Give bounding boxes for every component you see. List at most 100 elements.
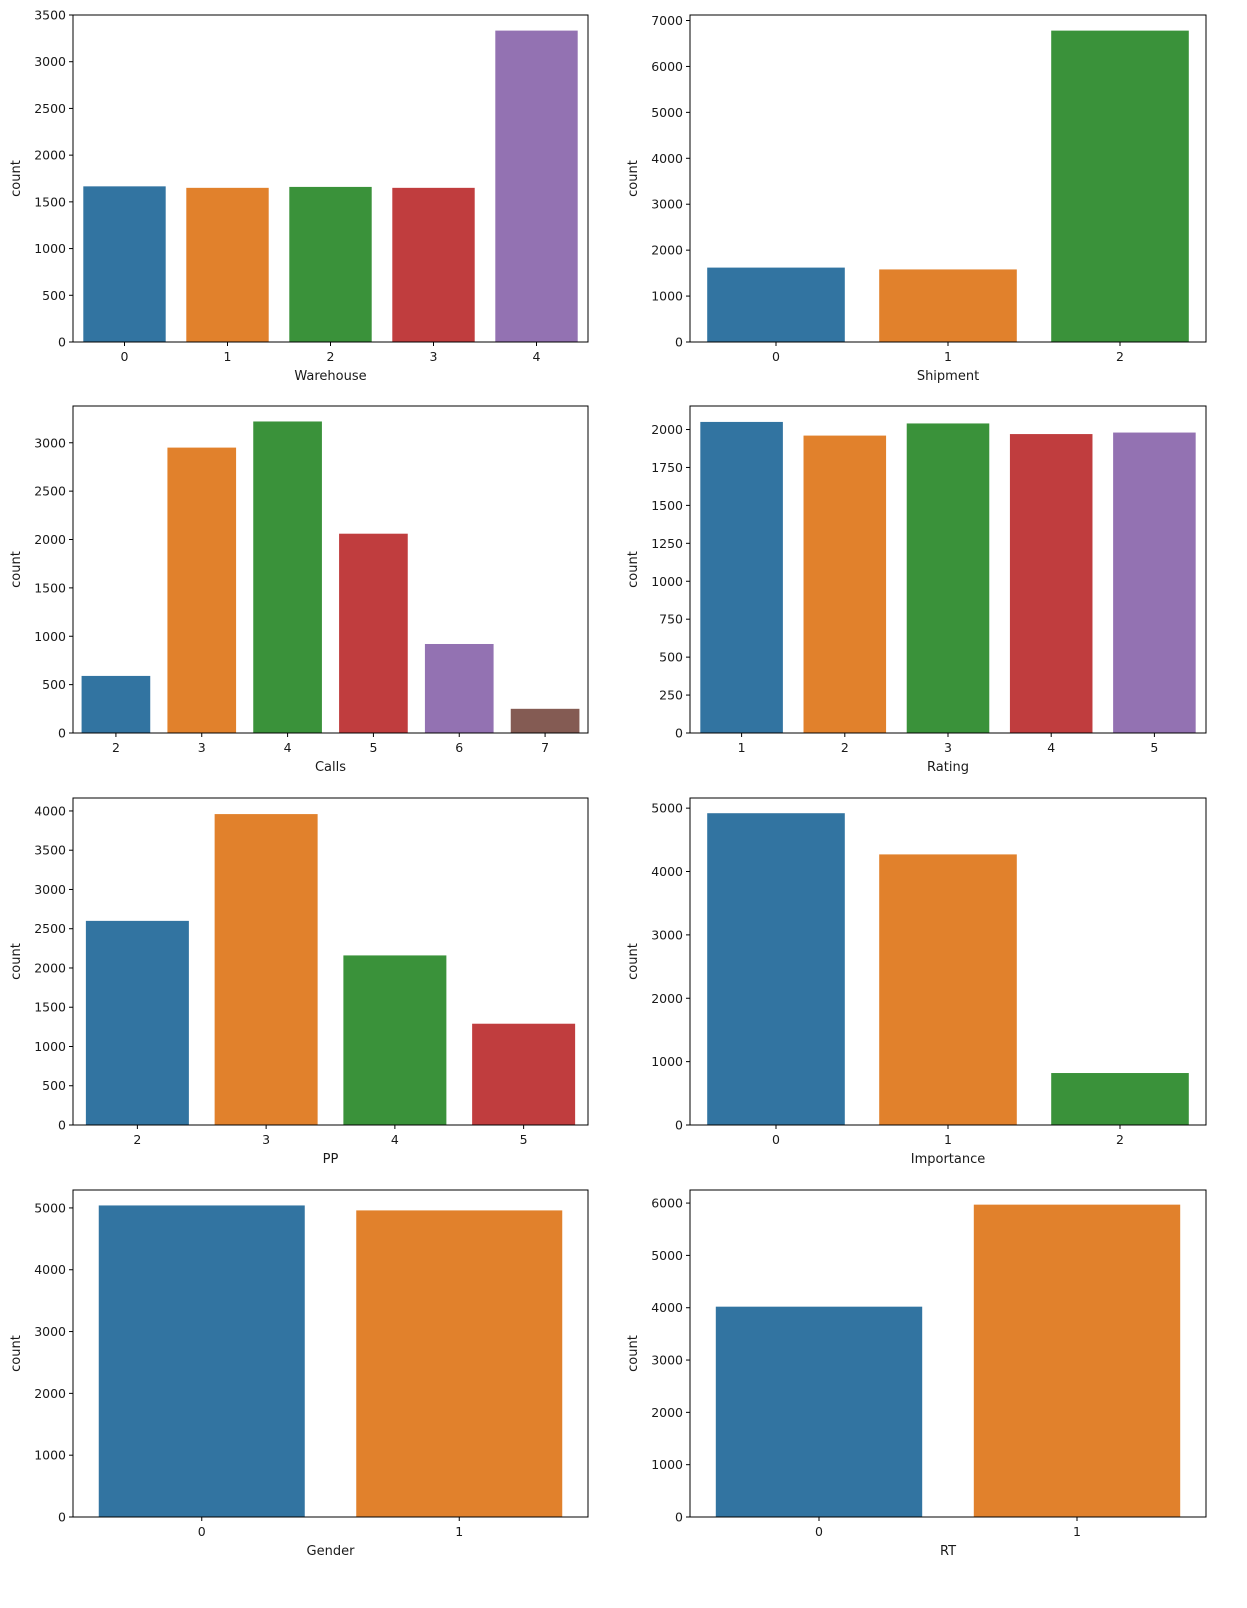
y-tick-label: 500 bbox=[42, 677, 66, 692]
axes-frame bbox=[689, 1189, 1207, 1518]
y-axis-label: count bbox=[9, 160, 24, 197]
y-tick-label: 2000 bbox=[651, 243, 683, 258]
y-tick-label: 1500 bbox=[34, 580, 66, 595]
subplot-warehouse: 0 500 1000 1500 2000 2500 3000 3500 0 1 2 3 4 Warehou… bbox=[9, 8, 589, 384]
y-tick-label: 2500 bbox=[34, 484, 66, 499]
y-tick-label: 2000 bbox=[34, 960, 66, 975]
y-tick-label: 5000 bbox=[651, 105, 683, 120]
y-tick-label: 0 bbox=[58, 726, 66, 741]
y-tick-label: 500 bbox=[42, 288, 66, 303]
bar-rating-4 bbox=[1009, 434, 1093, 733]
subplot-rt: 0 1000 2000 3000 4000 5000 6000 0 1 RT count bbox=[626, 1189, 1207, 1559]
x-tick-label: 0 bbox=[772, 349, 780, 364]
x-tick-label: 2 bbox=[133, 1132, 141, 1147]
x-tick-label: 1 bbox=[944, 1132, 952, 1147]
y-tick-label: 0 bbox=[58, 1510, 66, 1525]
bar-calls-2 bbox=[81, 675, 151, 733]
y-axis-label: count bbox=[9, 551, 24, 588]
y-tick-label: 3000 bbox=[34, 54, 66, 69]
x-tick-label: 1 bbox=[944, 349, 952, 364]
bar-rt-0 bbox=[715, 1306, 923, 1517]
y-tick-label: 2500 bbox=[34, 101, 66, 116]
y-tick-label: 1000 bbox=[34, 241, 66, 256]
y-tick-label: 3000 bbox=[651, 1353, 683, 1368]
x-axis-label: PP bbox=[323, 1152, 339, 1167]
y-axis-label: count bbox=[626, 1335, 641, 1372]
x-tick-label: 4 bbox=[284, 740, 292, 755]
x-tick-label: 5 bbox=[520, 1132, 528, 1147]
y-tick-label: 5000 bbox=[651, 1248, 683, 1263]
y-tick-label: 2000 bbox=[651, 422, 683, 437]
y-tick-label: 1000 bbox=[34, 1039, 66, 1054]
y-tick-label: 1500 bbox=[651, 498, 683, 513]
x-axis-label: Importance bbox=[911, 1152, 986, 1167]
y-tick-label: 1000 bbox=[34, 629, 66, 644]
x-tick-label: 0 bbox=[198, 1524, 206, 1539]
y-tick-label: 0 bbox=[675, 1510, 683, 1525]
bar-importance-0 bbox=[707, 813, 845, 1125]
subplot-shipment: 0 1000 2000 3000 4000 5000 6000 7000 0 1 2 Shipment… bbox=[626, 13, 1207, 384]
x-tick-label: 0 bbox=[815, 1524, 823, 1539]
y-tick-label: 3000 bbox=[34, 882, 66, 897]
y-tick-label: 2000 bbox=[34, 1386, 66, 1401]
x-tick-label: 2 bbox=[112, 740, 120, 755]
x-axis-label: Calls bbox=[315, 760, 346, 775]
x-tick-label: 0 bbox=[121, 349, 129, 364]
bar-calls-7 bbox=[510, 708, 580, 733]
y-tick-label: 1250 bbox=[651, 536, 683, 551]
x-axis-label: Gender bbox=[307, 1544, 356, 1559]
y-tick-label: 0 bbox=[58, 335, 66, 350]
y-tick-label: 4000 bbox=[651, 151, 683, 166]
y-tick-label: 3000 bbox=[34, 1324, 66, 1339]
x-tick-label: 3 bbox=[430, 349, 438, 364]
x-tick-label: 2 bbox=[1116, 349, 1124, 364]
bar-warehouse-4 bbox=[495, 30, 578, 342]
x-tick-label: 0 bbox=[772, 1132, 780, 1147]
y-axis-label: count bbox=[9, 1335, 24, 1372]
y-tick-label: 0 bbox=[675, 726, 683, 741]
y-tick-label: 0 bbox=[675, 335, 683, 350]
y-tick-label: 3500 bbox=[34, 8, 66, 23]
axes-frame bbox=[72, 797, 589, 1126]
bar-pp-3 bbox=[214, 814, 318, 1125]
x-axis-label: RT bbox=[940, 1544, 956, 1559]
bar-warehouse-3 bbox=[392, 187, 475, 342]
x-tick-label: 3 bbox=[262, 1132, 270, 1147]
bar-warehouse-0 bbox=[83, 186, 166, 342]
y-tick-label: 5000 bbox=[651, 801, 683, 816]
x-tick-label: 2 bbox=[327, 349, 335, 364]
x-tick-label: 6 bbox=[455, 740, 463, 755]
bar-rating-2 bbox=[803, 435, 887, 733]
y-tick-label: 5000 bbox=[34, 1200, 66, 1215]
x-tick-label: 5 bbox=[1150, 740, 1158, 755]
subplot-pp: 0 500 1000 1500 2000 2500 3000 3500 4000 2 3 4 5 PP co… bbox=[9, 797, 589, 1167]
bar-rt-1 bbox=[973, 1204, 1181, 1517]
bar-rating-1 bbox=[700, 421, 783, 733]
axes-frame bbox=[72, 1189, 589, 1518]
bar-warehouse-1 bbox=[186, 187, 269, 342]
y-tick-label: 2000 bbox=[651, 1405, 683, 1420]
y-tick-label: 2500 bbox=[34, 921, 66, 936]
y-tick-label: 1750 bbox=[651, 460, 683, 475]
y-tick-label: 1500 bbox=[34, 194, 66, 209]
x-tick-label: 1 bbox=[455, 1524, 463, 1539]
bar-gender-0 bbox=[98, 1205, 305, 1517]
y-axis-label: count bbox=[626, 551, 641, 588]
y-tick-label: 1000 bbox=[651, 1457, 683, 1472]
y-tick-label: 500 bbox=[42, 1078, 66, 1093]
x-tick-label: 3 bbox=[198, 740, 206, 755]
bar-warehouse-2 bbox=[289, 186, 372, 342]
x-axis-label: Shipment bbox=[917, 369, 979, 384]
bar-pp-5 bbox=[472, 1023, 576, 1125]
x-tick-label: 2 bbox=[1116, 1132, 1124, 1147]
x-tick-label: 5 bbox=[369, 740, 377, 755]
bar-pp-2 bbox=[85, 920, 189, 1125]
y-tick-label: 7000 bbox=[651, 13, 683, 28]
y-tick-label: 3000 bbox=[651, 927, 683, 942]
y-tick-label: 2000 bbox=[651, 991, 683, 1006]
y-tick-label: 1000 bbox=[34, 1448, 66, 1463]
subplot-calls: 0 500 1000 1500 2000 2500 3000 2 3 4 5 6 7 Calls count bbox=[9, 405, 589, 775]
bar-calls-5 bbox=[339, 533, 408, 733]
bar-calls-4 bbox=[253, 421, 322, 733]
